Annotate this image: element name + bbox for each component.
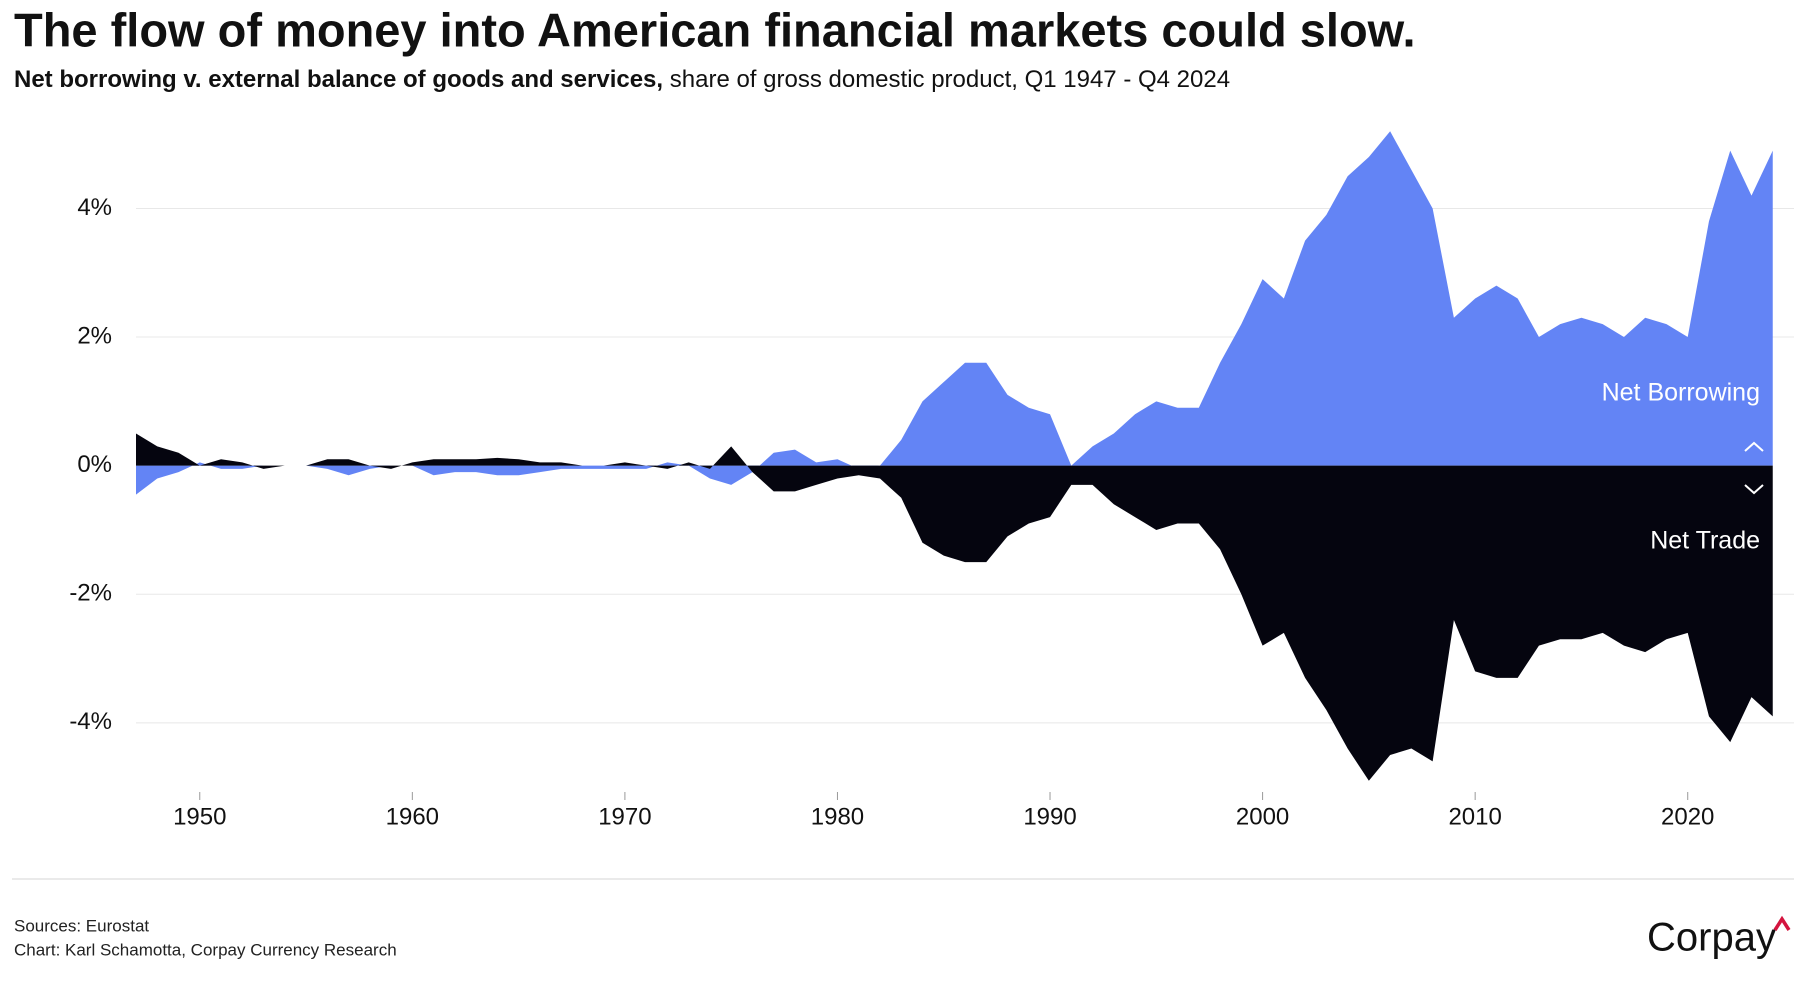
credit: Chart: Karl Schamotta, Corpay Currency R…	[14, 940, 397, 959]
x-tick-label: 1990	[1023, 803, 1076, 830]
area	[136, 433, 1773, 781]
area	[136, 131, 1773, 495]
legend-label: Net Borrowing	[1602, 379, 1760, 407]
y-tick-label: 2%	[77, 322, 112, 349]
x-tick-label: 2020	[1661, 803, 1714, 830]
x-tick-label: 2000	[1236, 803, 1289, 830]
legend-chevron-down	[1744, 484, 1764, 495]
x-tick-label: 1970	[598, 803, 651, 830]
y-tick-label: 4%	[77, 194, 112, 221]
chart-title: The flow of money into American financia…	[14, 3, 1416, 56]
x-tick-label: 1950	[173, 803, 226, 830]
y-tick-label: -4%	[69, 708, 112, 735]
logo: Corpay	[1647, 916, 1776, 960]
subtitle-rest: share of gross domestic product, Q1 1947…	[670, 66, 1230, 93]
x-tick-label: 2010	[1448, 803, 1501, 830]
logo-caret	[1773, 915, 1791, 931]
source: Sources: Eurostat	[14, 916, 149, 935]
plot-area: 4% 2% 0% -2% -4% 1950 1960 1970 1980 1990 2000 2010…	[69, 131, 1794, 830]
y-tick-label: 0%	[77, 451, 112, 478]
x-tick-label: 1980	[811, 803, 864, 830]
y-tick-label: -2%	[69, 580, 112, 607]
legend-chevron-up	[1744, 441, 1764, 452]
x-tick-label: 1960	[386, 803, 439, 830]
legend-label: Net Trade	[1650, 527, 1760, 555]
chart-subtitle: Net borrowing v. external balance of goo…	[14, 66, 1230, 93]
subtitle-bold: Net borrowing v. external balance of goo…	[14, 66, 663, 93]
